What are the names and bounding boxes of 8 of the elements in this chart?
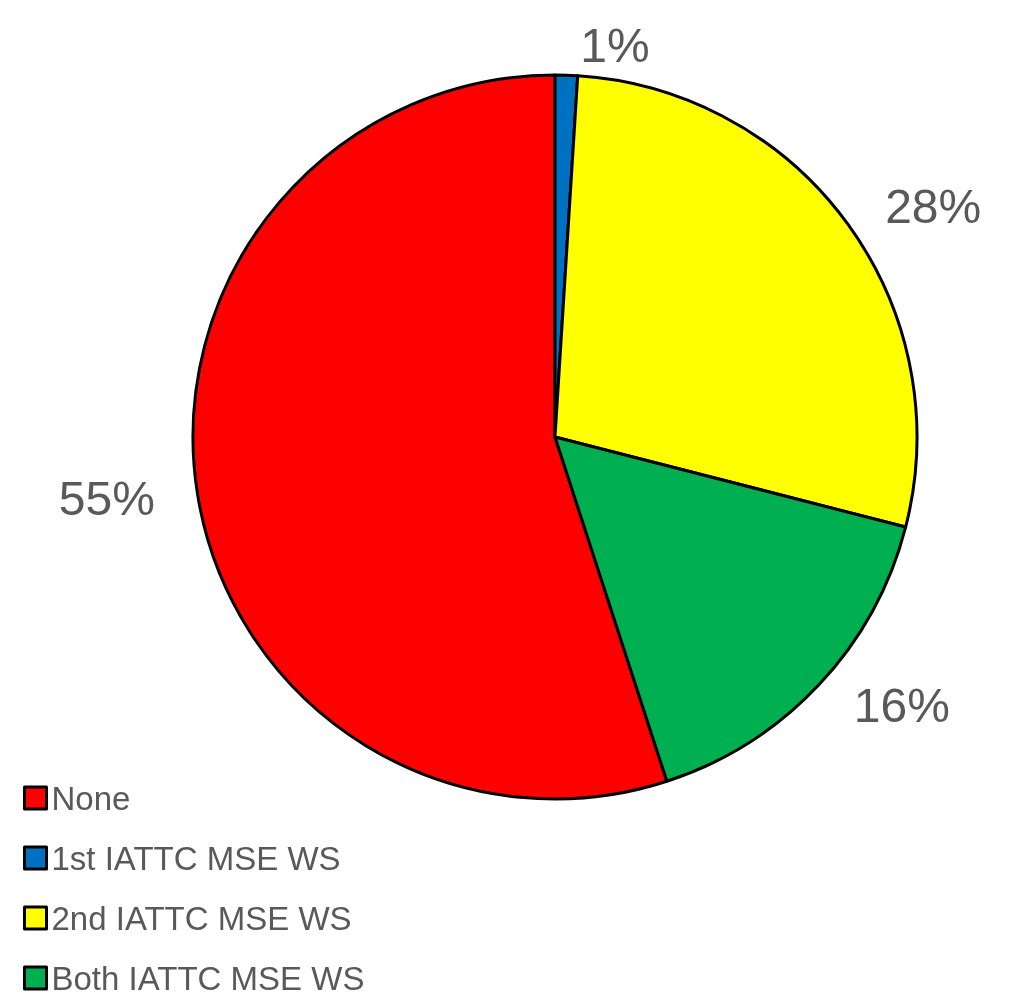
data-label: 1% [580,18,650,72]
data-label: 16% [853,678,950,732]
legend-label: None [51,779,131,817]
legend-label: 1st IATTC MSE WS [51,839,341,877]
legend-label: Both IATTC MSE WS [51,959,365,997]
data-label: 28% [885,180,982,234]
data-label: 55% [58,471,155,525]
legend-label: 2nd IATTC MSE WS [51,899,352,937]
